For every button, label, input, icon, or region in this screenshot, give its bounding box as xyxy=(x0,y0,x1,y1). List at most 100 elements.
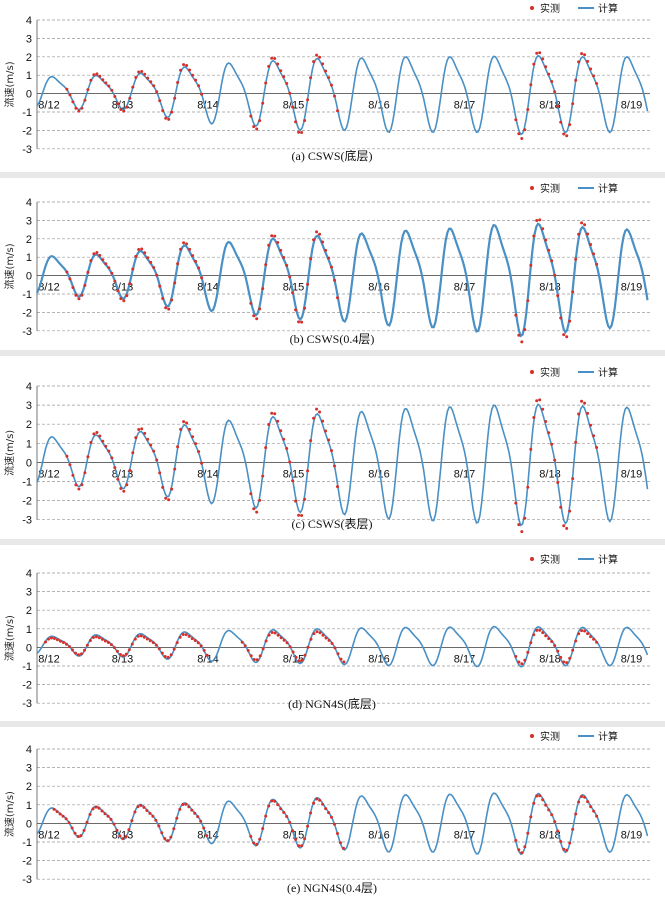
observed-point xyxy=(116,477,120,481)
observed-point xyxy=(574,812,578,816)
observed-point xyxy=(336,109,339,113)
observed-point xyxy=(547,431,551,435)
observed-point xyxy=(541,407,545,411)
observed-point xyxy=(258,307,262,311)
y-tick-label: 2 xyxy=(26,419,32,431)
observed-point xyxy=(562,132,566,136)
observed-point xyxy=(64,817,68,821)
panel-divider xyxy=(0,539,665,545)
x-tick-label: 8/18 xyxy=(539,653,560,665)
y-axis-title: 流速(m/s) xyxy=(3,791,16,837)
observed-point xyxy=(327,76,331,80)
x-tick-label: 8/19 xyxy=(621,100,642,112)
observed-point xyxy=(128,282,132,286)
observed-point xyxy=(318,631,322,635)
observed-point xyxy=(517,132,521,136)
observed-point xyxy=(571,648,575,652)
observed-point xyxy=(261,287,265,291)
observed-point xyxy=(205,653,209,657)
observed-point xyxy=(541,57,545,61)
observed-point xyxy=(71,286,75,289)
observed-point xyxy=(321,419,325,423)
observed-point xyxy=(282,638,286,642)
observed-point xyxy=(112,822,116,826)
observed-point xyxy=(89,440,93,444)
x-tick-label: 8/12 xyxy=(38,468,59,480)
observed-point xyxy=(187,805,191,809)
observed-point xyxy=(104,262,108,266)
observed-point xyxy=(336,832,339,835)
observed-point xyxy=(258,654,262,658)
observed-point xyxy=(270,631,274,634)
observed-point xyxy=(76,834,80,838)
computed-series-line xyxy=(36,222,649,338)
observed-point xyxy=(279,248,283,252)
observed-point xyxy=(559,120,563,124)
observed-point xyxy=(86,88,90,92)
observed-point xyxy=(294,308,298,312)
observed-point xyxy=(188,247,192,251)
observed-point xyxy=(143,431,147,435)
observed-point xyxy=(158,284,162,288)
observed-point xyxy=(342,846,345,850)
observed-point xyxy=(121,654,125,658)
observed-point xyxy=(544,65,548,69)
observed-point xyxy=(535,399,539,403)
observed-point xyxy=(185,64,189,67)
observed-point xyxy=(100,809,104,813)
observed-point xyxy=(559,316,563,320)
plot-area xyxy=(37,202,650,331)
observed-point xyxy=(154,643,158,647)
x-tick-label: 8/15 xyxy=(283,100,304,112)
observed-point xyxy=(309,811,313,815)
x-tick-label: 8/13 xyxy=(112,653,133,665)
observed-point xyxy=(98,253,102,257)
observed-point xyxy=(160,651,164,655)
observed-point xyxy=(181,803,185,806)
observed-point xyxy=(178,635,182,639)
observed-point xyxy=(173,281,177,285)
observed-point xyxy=(291,105,295,109)
observed-point xyxy=(312,238,316,242)
observed-point xyxy=(92,252,96,256)
observed-point xyxy=(164,116,168,120)
observed-point xyxy=(58,812,62,816)
observed-point xyxy=(137,428,141,431)
observed-point xyxy=(80,483,84,487)
observed-point xyxy=(80,293,84,297)
observed-point xyxy=(178,807,182,811)
observed-point xyxy=(285,815,289,818)
y-tick-label: -3 xyxy=(22,515,32,527)
observed-point xyxy=(318,55,322,59)
observed-point xyxy=(321,802,325,806)
observed-point xyxy=(532,62,536,66)
observed-point xyxy=(285,263,289,267)
observed-point xyxy=(565,848,569,852)
observed-point xyxy=(163,837,167,841)
observed-point xyxy=(291,650,295,654)
observed-point xyxy=(246,649,250,652)
observed-point xyxy=(592,809,596,813)
x-tick-label: 8/17 xyxy=(454,468,475,480)
observed-point xyxy=(142,635,146,639)
observed-point xyxy=(279,429,283,433)
observed-point xyxy=(170,110,174,114)
observed-point xyxy=(541,227,545,231)
observed-point xyxy=(139,804,143,807)
observed-point xyxy=(172,647,176,651)
observed-point xyxy=(167,117,171,121)
observed-point xyxy=(267,423,271,426)
observed-point xyxy=(182,63,186,67)
observed-point xyxy=(86,455,90,459)
observed-point xyxy=(169,835,173,839)
observed-point xyxy=(261,647,265,651)
legend-observed-label: 实测 xyxy=(540,182,560,195)
observed-point xyxy=(595,814,599,818)
observed-point xyxy=(175,641,179,645)
observed-point xyxy=(547,248,551,252)
observed-point xyxy=(264,446,268,450)
x-tick-label: 8/16 xyxy=(368,653,389,665)
observed-point xyxy=(128,96,132,100)
observed-point xyxy=(176,81,180,84)
chart-caption: (b) CSWS(0.4层) xyxy=(290,332,375,346)
